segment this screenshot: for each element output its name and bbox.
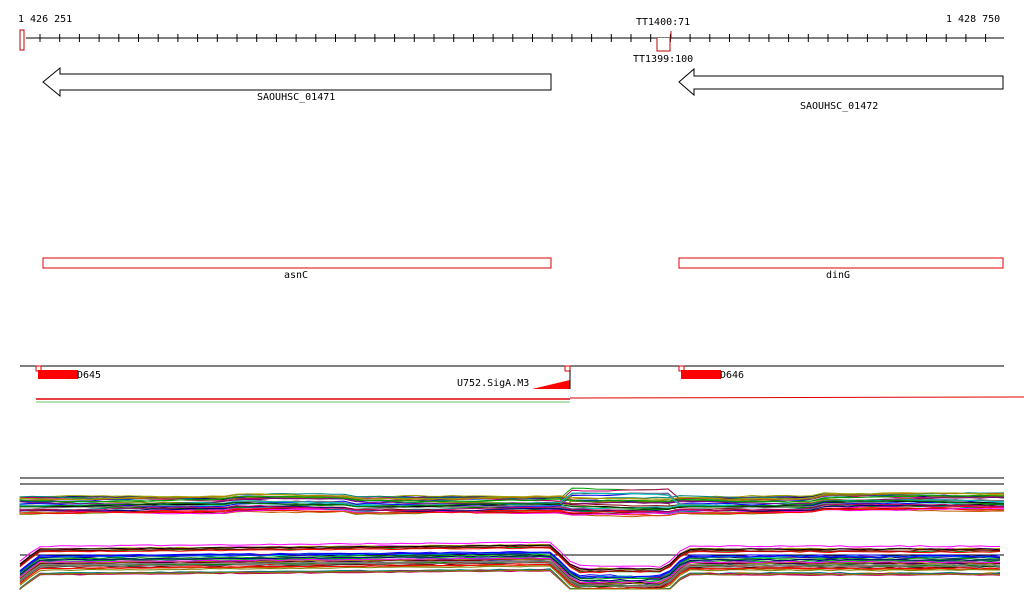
gene-arrow-saouhsc-01472[interactable]: [678, 67, 1004, 97]
expression-line: [19, 504, 1005, 513]
expression-line: [19, 505, 1005, 514]
expression-track-1: [19, 477, 1005, 518]
expression-line: [19, 560, 1001, 587]
feature-triangle-u752[interactable]: [532, 380, 570, 389]
expression-line: [19, 492, 1005, 508]
feature-bar-d646[interactable]: [681, 370, 721, 379]
expression-line: [19, 553, 1001, 580]
expression-line: [19, 558, 1001, 585]
expression-line: [19, 545, 1001, 572]
expression-line: [19, 563, 1001, 590]
terminator-tt1399-marker[interactable]: [656, 38, 671, 52]
expression-line: [19, 492, 1005, 500]
ruler-end-label: 1 428 750: [946, 14, 1001, 25]
operon-box-ding[interactable]: [678, 257, 1004, 269]
operon-label-asnc[interactable]: asnC: [284, 270, 309, 281]
operon-box-asnc[interactable]: [42, 257, 552, 269]
expression-line: [19, 492, 1005, 501]
feature-track: [20, 365, 1024, 403]
terminator-tt1399-label[interactable]: TT1399:100: [633, 54, 694, 65]
expression-line: [19, 551, 1001, 578]
ruler: [19, 29, 1004, 52]
expression-line: [19, 547, 1001, 574]
ruler-start-handle[interactable]: [19, 29, 25, 51]
expression-line: [19, 557, 1001, 584]
expression-line: [19, 494, 1005, 503]
operon-label-ding[interactable]: dinG: [826, 270, 851, 281]
feature-label-d645[interactable]: D645: [77, 370, 102, 381]
feature-bar-d645[interactable]: [38, 370, 78, 379]
expression-line: [19, 503, 1005, 513]
operon-track: [42, 257, 1004, 269]
ruler-start-label: 1 426 251: [18, 14, 73, 25]
expression-line: [19, 551, 1001, 578]
coverage-line-right: [569, 396, 1024, 399]
feature-label-d646[interactable]: D646: [720, 370, 745, 381]
expression-line: [19, 541, 1000, 568]
expression-track-2-lines: [19, 541, 1001, 590]
gene-label-saouhsc-01471[interactable]: SAOUHSC_01471: [257, 92, 336, 103]
ruler-ticks: [39, 34, 987, 42]
feature-label-u752[interactable]: U752.SigA.M3: [457, 378, 530, 389]
expression-line: [19, 507, 1004, 517]
expression-line: [19, 569, 1001, 590]
expression-line: [19, 499, 1005, 510]
gene-label-saouhsc-01472[interactable]: SAOUHSC_01472: [800, 101, 879, 112]
expression-line: [19, 488, 1005, 502]
terminator-tt1400-label[interactable]: TT1400:71: [636, 17, 691, 28]
expression-line: [19, 555, 1001, 582]
expression-line: [19, 565, 1000, 590]
feature-u752-end: [564, 365, 571, 372]
expression-line: [19, 561, 1001, 588]
gene-arrow-saouhsc-01471[interactable]: [42, 66, 552, 98]
expression-track-1-lines: [19, 487, 1005, 518]
gene-track: [42, 66, 1004, 98]
expression-track-2: [19, 541, 1004, 590]
expression-line: [19, 569, 1001, 590]
